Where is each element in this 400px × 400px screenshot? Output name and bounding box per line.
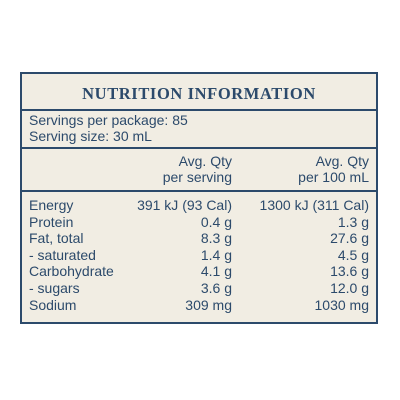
value-per-100ml: 12.0 g <box>330 279 369 296</box>
nutrient-name: Protein <box>29 213 74 230</box>
value-per-serving: 391 kJ (93 Cal) <box>137 197 232 213</box>
table-row: Fat, total 8.3 g 27.6 g <box>22 230 376 247</box>
column-header-per-serving-line-2: per serving <box>162 169 232 185</box>
table-row: Sodium 309 mg 1030 mg <box>22 297 376 314</box>
serving-size: Serving size: 30 mL <box>29 128 152 144</box>
table-divider <box>22 190 376 192</box>
nutrient-name: Energy <box>29 197 74 213</box>
column-header-per-serving: Avg. Qty per serving <box>163 153 232 185</box>
value-per-100ml: 13.6 g <box>330 263 369 280</box>
value-per-serving: 8.3 g <box>200 230 232 247</box>
nutrient-name: Fat, total <box>29 230 84 247</box>
table-row: - sugars 3.6 g 12.0 g <box>22 280 376 297</box>
nutrition-panel: NUTRITION INFORMATION Servings per packa… <box>20 72 378 324</box>
value-per-serving: 1.4 g <box>200 246 232 263</box>
value-per-100ml: 1.3 g <box>337 213 369 230</box>
servings-per-package: Servings per package: 85 <box>29 112 188 128</box>
table-row: Protein 0.4 g 1.3 g <box>22 214 376 231</box>
nutrient-rows: Energy 391 kJ (93 Cal) 1300 kJ (311 Cal)… <box>22 197 376 313</box>
table-row: Carbohydrate 4.1 g 13.6 g <box>22 263 376 280</box>
header-divider <box>22 147 376 149</box>
table-row: Energy 391 kJ (93 Cal) 1300 kJ (311 Cal) <box>22 197 376 214</box>
table-row: - saturated 1.4 g 4.5 g <box>22 247 376 264</box>
value-per-serving: 309 mg <box>185 296 232 313</box>
value-per-serving: 0.4 g <box>200 213 232 230</box>
panel-title: NUTRITION INFORMATION <box>82 84 316 103</box>
column-header-per-serving-line-1: Avg. Qty <box>178 153 232 169</box>
value-per-100ml: 27.6 g <box>330 230 369 247</box>
nutrient-name: - sugars <box>29 279 80 296</box>
column-header-per-100ml: Avg. Qty per 100 mL <box>298 153 369 185</box>
value-per-serving: 4.1 g <box>200 263 232 280</box>
column-header-per-100ml-line-1: Avg. Qty <box>315 153 369 169</box>
value-per-serving: 3.6 g <box>200 279 232 296</box>
value-per-100ml: 1030 mg <box>314 296 369 313</box>
column-header-per-100ml-line-2: per 100 mL <box>298 169 369 185</box>
value-per-100ml: 4.5 g <box>337 246 369 263</box>
nutrient-name: Sodium <box>29 296 77 313</box>
nutrient-name: Carbohydrate <box>29 263 114 280</box>
value-per-100ml: 1300 kJ (311 Cal) <box>259 197 369 213</box>
nutrient-name: - saturated <box>29 246 96 263</box>
title-divider <box>22 109 376 111</box>
